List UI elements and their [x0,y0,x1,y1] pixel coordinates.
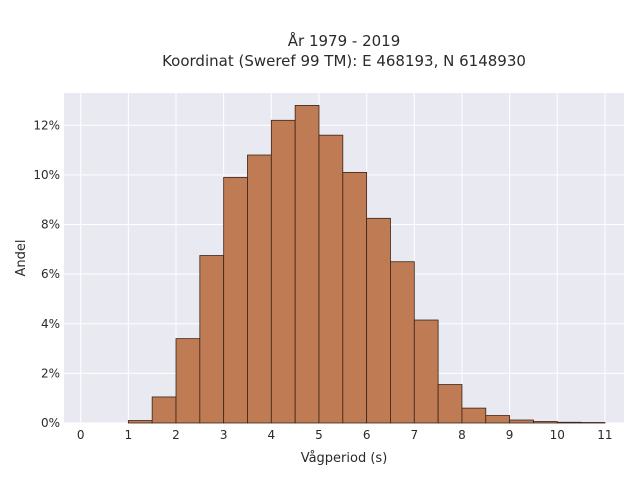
x-axis-ticks: 0 1 2 3 4 5 6 7 8 9 10 11 [77,428,613,442]
histogram-bar [461,407,487,424]
x-axis-label: Vågperiod (s) [301,451,388,466]
histogram-bar [294,105,320,424]
histogram-bar [151,396,177,424]
x-tick-label: 3 [220,428,228,442]
histogram-bar [390,261,415,424]
histogram-bar [533,421,558,424]
histogram-bar [223,176,248,424]
x-tick-label: 4 [267,428,275,442]
y-tick-label: 6% [41,267,60,281]
histogram-bar [318,134,344,424]
x-tick-label: 1 [125,428,133,442]
x-tick-label: 8 [458,428,466,442]
y-tick-label: 12% [33,118,60,132]
histogram-bar [556,421,582,424]
histogram-bar [199,255,225,424]
x-tick-label: 7 [410,428,418,442]
x-tick-label: 6 [363,428,371,442]
histogram-bar [437,384,463,424]
histogram-bar [127,420,153,424]
y-tick-label: 8% [41,218,60,232]
histogram-bar [175,338,201,424]
histogram-bar [413,319,439,424]
histogram-bar [485,415,511,424]
histogram-bar [509,419,534,424]
y-tick-label: 0% [41,416,60,430]
histogram-bar [366,217,391,424]
histogram-bar [342,171,368,424]
y-axis-ticks: 0% 2% 4% 6% 8% 10% 12% [33,118,60,430]
histogram-bar [270,119,296,424]
y-tick-label: 2% [41,366,60,380]
chart-title-line1: År 1979 - 2019 [288,31,401,50]
x-tick-label: 5 [315,428,323,442]
x-tick-label: 10 [550,428,565,442]
x-tick-label: 0 [77,428,85,442]
histogram-bar [247,154,272,424]
x-tick-label: 11 [597,428,612,442]
y-axis-label: Andel [14,240,29,277]
y-tick-label: 10% [33,168,60,182]
y-tick-label: 4% [41,317,60,331]
x-tick-label: 2 [172,428,180,442]
histogram-bars [127,105,606,424]
x-tick-label: 9 [506,428,514,442]
chart-title-line2: Koordinat (Sweref 99 TM): E 468193, N 61… [162,52,526,70]
